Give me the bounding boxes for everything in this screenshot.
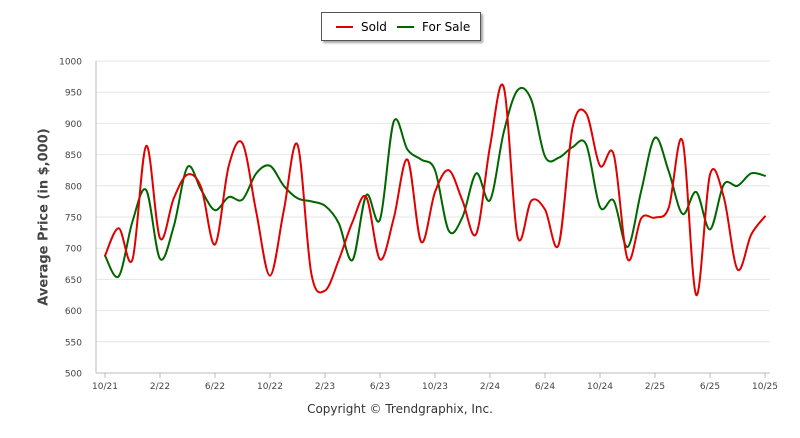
legend[interactable]: Sold For Sale (321, 12, 481, 41)
legend-item-sold[interactable]: Sold (336, 13, 387, 40)
sold-swatch (336, 25, 353, 28)
x-tick-label: 10/23 (422, 382, 448, 392)
x-tick-label: 6/22 (205, 382, 225, 392)
y-tick-label: 650 (65, 276, 82, 286)
y-tick-label: 550 (65, 338, 82, 348)
axes (95, 61, 770, 374)
x-tick-label: 6/23 (370, 382, 390, 392)
x-tick-labels: 10/21 2/22 6/22 10/22 2/23 6/23 10/23 2/24 6/24 1… (92, 373, 778, 392)
x-tick-label: 2/25 (645, 382, 665, 392)
legend-item-for-sale[interactable]: For Sale (397, 13, 470, 40)
x-tick-label: 2/23 (315, 382, 335, 392)
x-tick-label: 2/22 (150, 382, 170, 392)
y-tick-label: 700 (65, 245, 82, 255)
y-tick-label: 750 (65, 214, 82, 224)
y-tick-labels: 500 550 600 650 700 750 800 850 900 950 1000 (59, 58, 82, 380)
y-tick-label: 850 (65, 151, 82, 161)
y-axis-title: Average Price (in $,000) (36, 128, 52, 306)
y-tick-label: 1000 (59, 58, 82, 68)
y-tick-label: 800 (65, 182, 82, 192)
y-tick-label: 950 (65, 89, 82, 99)
x-tick-label: 10/25 (752, 382, 778, 392)
x-tick-label: 6/24 (535, 382, 555, 392)
x-tick-label: 10/22 (257, 382, 283, 392)
x-tick-label: 10/24 (587, 382, 613, 392)
legend-label-for-sale: For Sale (422, 19, 471, 34)
copyright-text: Copyright © Trendgraphix, Inc. (307, 402, 493, 416)
x-tick-label: 6/25 (700, 382, 720, 392)
y-tick-label: 600 (65, 307, 82, 317)
x-tick-label: 10/21 (92, 382, 118, 392)
legend-label-sold: Sold (361, 19, 387, 34)
series-lines (104, 83, 766, 297)
for-sale-line (104, 86, 766, 279)
y-tick-label: 900 (65, 120, 82, 130)
sold-line (104, 83, 766, 297)
y-tick-label: 500 (65, 370, 82, 380)
grid-lines (96, 60, 770, 343)
for-sale-swatch (397, 25, 414, 28)
x-tick-label: 2/24 (480, 382, 500, 392)
